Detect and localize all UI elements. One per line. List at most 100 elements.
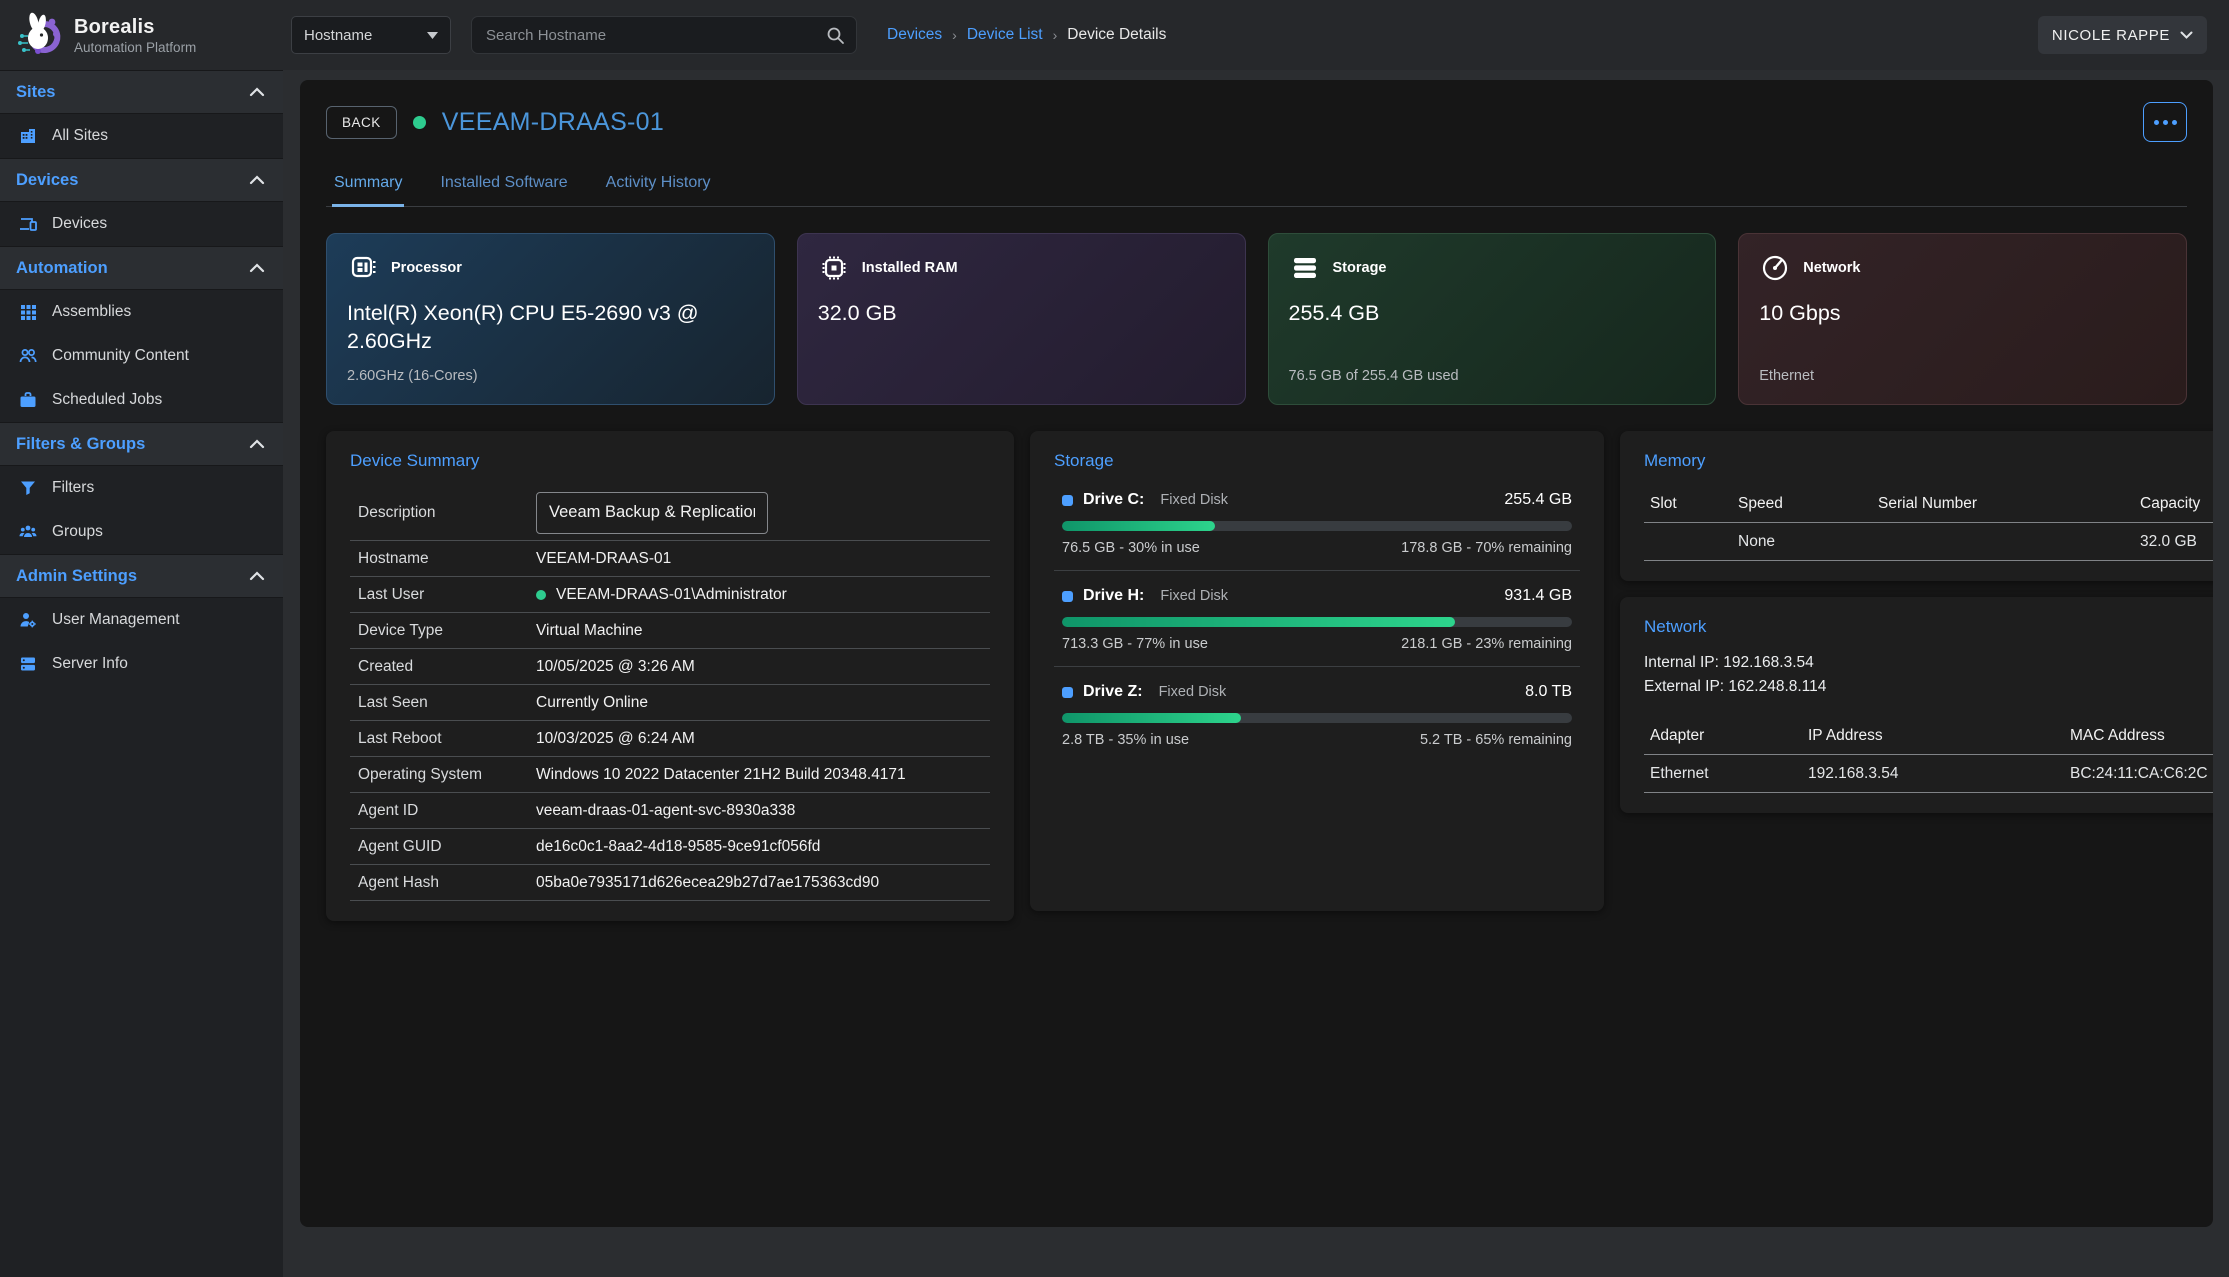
sidebar-item-label: Community Content	[52, 347, 189, 364]
network-card: Network 10 Gbps Ethernet	[1738, 233, 2187, 405]
memory-speed: None	[1738, 532, 1776, 550]
drive-size: 931.4 GB	[1504, 587, 1572, 604]
sidebar-section-sites[interactable]: Sites	[0, 70, 283, 114]
summary-value: 05ba0e7935171d626ecea29b27d7ae175363cd90	[536, 873, 880, 891]
sidebar-item-label: Groups	[52, 523, 103, 540]
summary-value: Virtual Machine	[536, 621, 643, 639]
panel-title: Memory	[1644, 451, 1706, 470]
storage-stack-icon	[1293, 258, 1316, 278]
server-icon	[21, 657, 35, 671]
drive-row-h: Drive H: Fixed Disk 931.4 GB 713.3 GB - …	[1054, 570, 1580, 654]
search-field-select[interactable]: Hostname	[291, 16, 451, 54]
summary-row-last-seen: Last Seen Currently Online	[350, 685, 990, 721]
more-options-button[interactable]	[2143, 102, 2187, 142]
card-label: Storage	[1332, 260, 1387, 276]
processor-footer: 2.60GHz (16-Cores)	[347, 368, 478, 384]
breadcrumb-device-list[interactable]: Device List	[966, 26, 1043, 43]
sidebar-section-admin-settings[interactable]: Admin Settings	[0, 554, 283, 598]
building-icon	[21, 129, 35, 143]
borealis-logo-icon	[18, 12, 61, 54]
section-label: Filters & Groups	[16, 434, 146, 453]
breadcrumb-devices[interactable]: Devices	[887, 26, 943, 43]
summary-row-last-reboot: Last Reboot 10/03/2025 @ 6:24 AM	[350, 721, 990, 757]
user-menu[interactable]: NICOLE RAPPE	[2037, 16, 2207, 54]
sidebar-section-devices[interactable]: Devices	[0, 158, 283, 202]
brand-subtitle: Automation Platform	[74, 39, 197, 55]
sidebar-item-groups[interactable]: Groups	[0, 510, 283, 554]
summary-label: Hostname	[358, 549, 429, 567]
sidebar-section-automation[interactable]: Automation	[0, 246, 283, 290]
sidebar-item-assemblies[interactable]: Assemblies	[0, 290, 283, 334]
network-panel: Network Internal IP: 192.168.3.54 Extern…	[1620, 597, 2213, 814]
briefcase-icon	[20, 392, 36, 407]
brand-name: Borealis	[74, 15, 155, 38]
stat-cards: Processor Intel(R) Xeon(R) CPU E5-2690 v…	[326, 233, 2187, 405]
drive-remaining-text: 5.2 TB - 65% remaining	[1419, 732, 1572, 748]
internal-ip: Internal IP: 192.168.3.54	[1644, 654, 1814, 671]
sidebar-item-server-info[interactable]: Server Info	[0, 642, 283, 686]
back-button[interactable]: BACK	[326, 105, 397, 139]
drive-size: 255.4 GB	[1504, 491, 1572, 508]
sidebar-item-filters[interactable]: Filters	[0, 466, 283, 510]
device-title-row: BACK VEEAM-DRAAS-01	[326, 102, 2187, 142]
summary-row-agent-guid: Agent GUID de16c0c1-8aa2-4d18-9585-9ce91…	[350, 829, 990, 865]
sidebar-item-all-sites[interactable]: All Sites	[0, 114, 283, 158]
description-input[interactable]	[536, 491, 768, 534]
column-header: Slot	[1650, 494, 1677, 512]
memory-panel: Memory Slot Speed Serial Number Capacity…	[1620, 431, 2213, 581]
grid-icon	[21, 305, 36, 320]
drive-name: Drive Z:	[1083, 683, 1143, 700]
sidebar-item-label: Devices	[52, 215, 108, 232]
speedometer-icon	[1763, 255, 1788, 281]
sidebar-item-community-content[interactable]: Community Content	[0, 334, 283, 378]
drive-remaining-text: 218.1 GB - 23% remaining	[1401, 636, 1572, 652]
summary-row-operating-system: Operating System Windows 10 2022 Datacen…	[350, 757, 990, 793]
tab-activity-history[interactable]: Activity History	[605, 174, 711, 191]
processor-value: Intel(R) Xeon(R) CPU E5-2690 v3 @ 2.60GH…	[347, 301, 699, 353]
sidebar-item-label: Filters	[52, 479, 95, 496]
network-adapter-table: Adapter IP Address MAC Address Ethernet …	[1644, 717, 2213, 794]
summary-label: Description	[358, 503, 436, 521]
summary-value: Windows 10 2022 Datacenter 21H2 Build 20…	[536, 765, 906, 783]
chevron-up-icon	[249, 439, 265, 449]
sidebar-item-label: Server Info	[52, 655, 128, 672]
column-header: MAC Address	[2070, 726, 2165, 744]
storage-card: Storage 255.4 GB 76.5 GB of 255.4 GB use…	[1267, 233, 1717, 405]
cpu-icon	[351, 256, 376, 278]
right-column: Memory Slot Speed Serial Number Capacity…	[1620, 431, 2213, 814]
summary-row-description: Description	[350, 485, 990, 541]
sidebar-item-label: User Management	[52, 611, 180, 628]
sidebar-item-label: Scheduled Jobs	[52, 391, 163, 408]
network-table-row: Ethernet 192.168.3.54 BC:24:11:CA:C6:2C	[1644, 755, 2213, 794]
search-input[interactable]	[471, 16, 857, 54]
drive-used-text: 713.3 GB - 77% in use	[1062, 636, 1208, 652]
memory-table-header: Slot Speed Serial Number Capacity	[1644, 485, 2213, 523]
drive-used-text: 2.8 TB - 35% in use	[1062, 732, 1190, 748]
detail-panels: Device Summary Description Hostname VEEA…	[326, 431, 2213, 921]
tab-installed-software[interactable]: Installed Software	[440, 174, 568, 191]
storage-panel: Storage Drive C: Fixed Disk 255.4 GB 76.…	[1030, 431, 1604, 911]
search-field-select-value: Hostname	[304, 26, 373, 44]
card-label: Installed RAM	[861, 260, 958, 276]
tab-summary[interactable]: Summary	[332, 166, 405, 207]
sidebar: Borealis Automation Platform Sites All S…	[0, 0, 283, 1277]
content-wrap: BACK VEEAM-DRAAS-01 Summary Installed So…	[283, 70, 2229, 1277]
chevron-up-icon	[249, 263, 265, 273]
storage-value: 255.4 GB	[1288, 301, 1380, 325]
brand: Borealis Automation Platform	[0, 0, 283, 70]
chevron-down-icon	[2180, 31, 2193, 39]
sidebar-item-user-management[interactable]: User Management	[0, 598, 283, 642]
sidebar-section-filters-groups[interactable]: Filters & Groups	[0, 422, 283, 466]
sidebar-item-devices[interactable]: Devices	[0, 202, 283, 246]
column-header: Adapter	[1650, 726, 1705, 744]
sidebar-item-label: All Sites	[52, 127, 108, 144]
sidebar-item-scheduled-jobs[interactable]: Scheduled Jobs	[0, 378, 283, 422]
section-label: Admin Settings	[16, 566, 138, 585]
adapter-mac: BC:24:11:CA:C6:2C	[2070, 764, 2208, 782]
drive-row-z: Drive Z: Fixed Disk 8.0 TB 2.8 TB - 35% …	[1054, 666, 1580, 750]
topbar: Hostname Devices › Device List › Device …	[283, 0, 2229, 70]
breadcrumb: Devices › Device List › Device Details	[887, 26, 1166, 44]
user-gear-icon	[20, 613, 36, 628]
network-table-header: Adapter IP Address MAC Address	[1644, 717, 2213, 756]
